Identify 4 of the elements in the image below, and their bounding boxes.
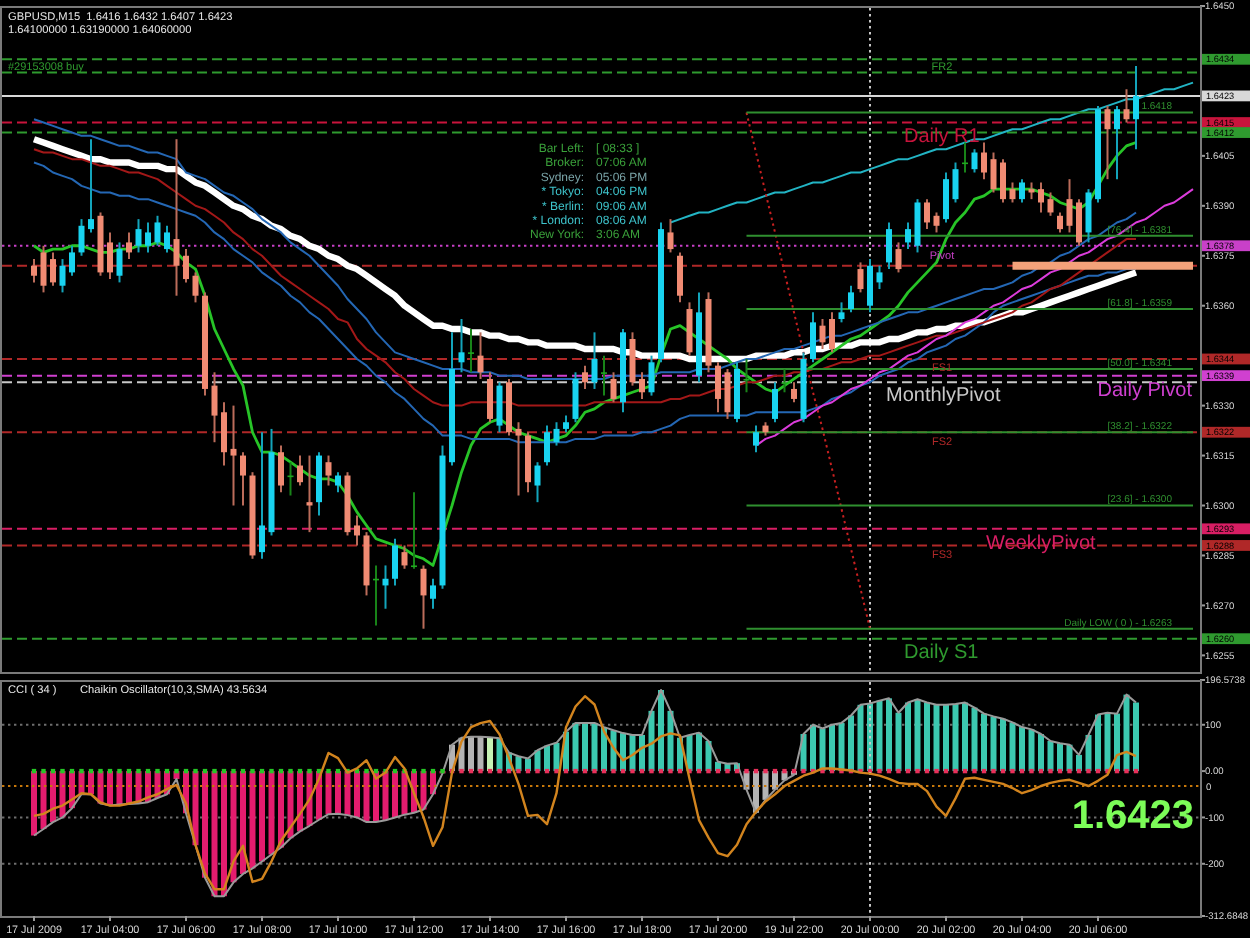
ref-line-label: MonthlyPivot	[886, 385, 1001, 408]
ref-line-label: Daily S1	[904, 641, 980, 664]
annotation: 1.6423	[1071, 794, 1194, 838]
ref-line-label: Daily Pivot	[1097, 379, 1193, 402]
